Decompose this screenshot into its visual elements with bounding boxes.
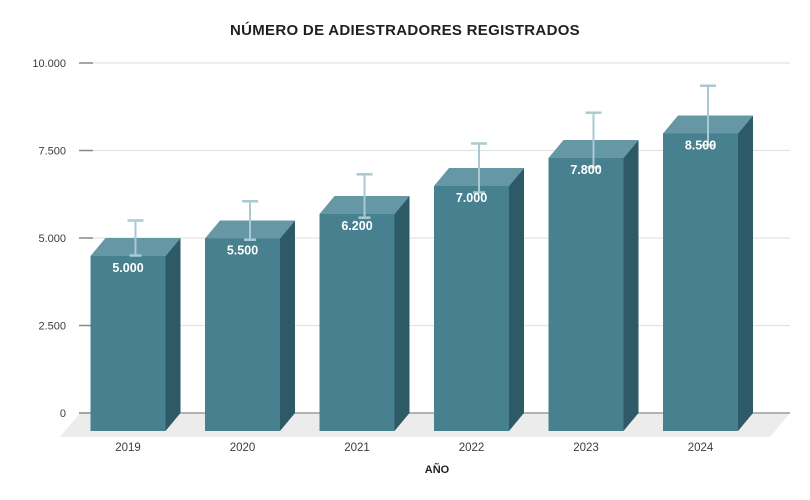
bar-side-face-2020[interactable] (280, 220, 295, 432)
x-axis-title: AÑO (424, 464, 450, 476)
bar-value-label: 6.200 (341, 219, 372, 233)
y-axis-tick-label: 0 (60, 408, 66, 420)
bar-front-face-2021[interactable] (319, 214, 395, 431)
y-axis-tick-label: 2.500 (38, 321, 66, 333)
x-axis-category-label: 2020 (230, 442, 256, 454)
bar-side-face-2021[interactable] (394, 196, 410, 431)
bar-front-face-2019[interactable] (90, 256, 166, 431)
chart-title: NÚMERO DE ADIESTRADORES REGISTRADOS (230, 22, 580, 39)
bar-value-label: 5.500 (227, 244, 258, 258)
bar-value-label: 5.000 (112, 261, 143, 275)
bar-value-label: 8.500 (685, 139, 716, 153)
bar-front-face-2024[interactable] (663, 133, 738, 432)
bar-side-face-2022[interactable] (509, 168, 524, 431)
bar-front-face-2023[interactable] (548, 158, 624, 431)
bar-side-face-2023[interactable] (623, 140, 639, 431)
bar-side-face-2024[interactable] (738, 115, 753, 432)
x-axis-category-label: 2022 (459, 442, 485, 454)
y-axis-tick-label: 10.000 (32, 58, 66, 70)
y-axis-tick-label: 7.500 (38, 146, 66, 158)
bar-side-face-2019[interactable] (165, 238, 181, 431)
bar-value-label: 7.000 (456, 191, 487, 205)
x-axis-category-label: 2021 (344, 442, 370, 454)
x-axis-category-label: 2024 (688, 442, 714, 454)
bar-front-face-2020[interactable] (205, 238, 280, 432)
x-axis-category-label: 2023 (573, 442, 599, 454)
y-axis-tick-label: 5.000 (38, 233, 66, 245)
bar-value-label: 7.800 (570, 163, 601, 177)
x-axis-category-label: 2019 (115, 442, 141, 454)
bar-front-face-2022[interactable] (434, 186, 509, 431)
